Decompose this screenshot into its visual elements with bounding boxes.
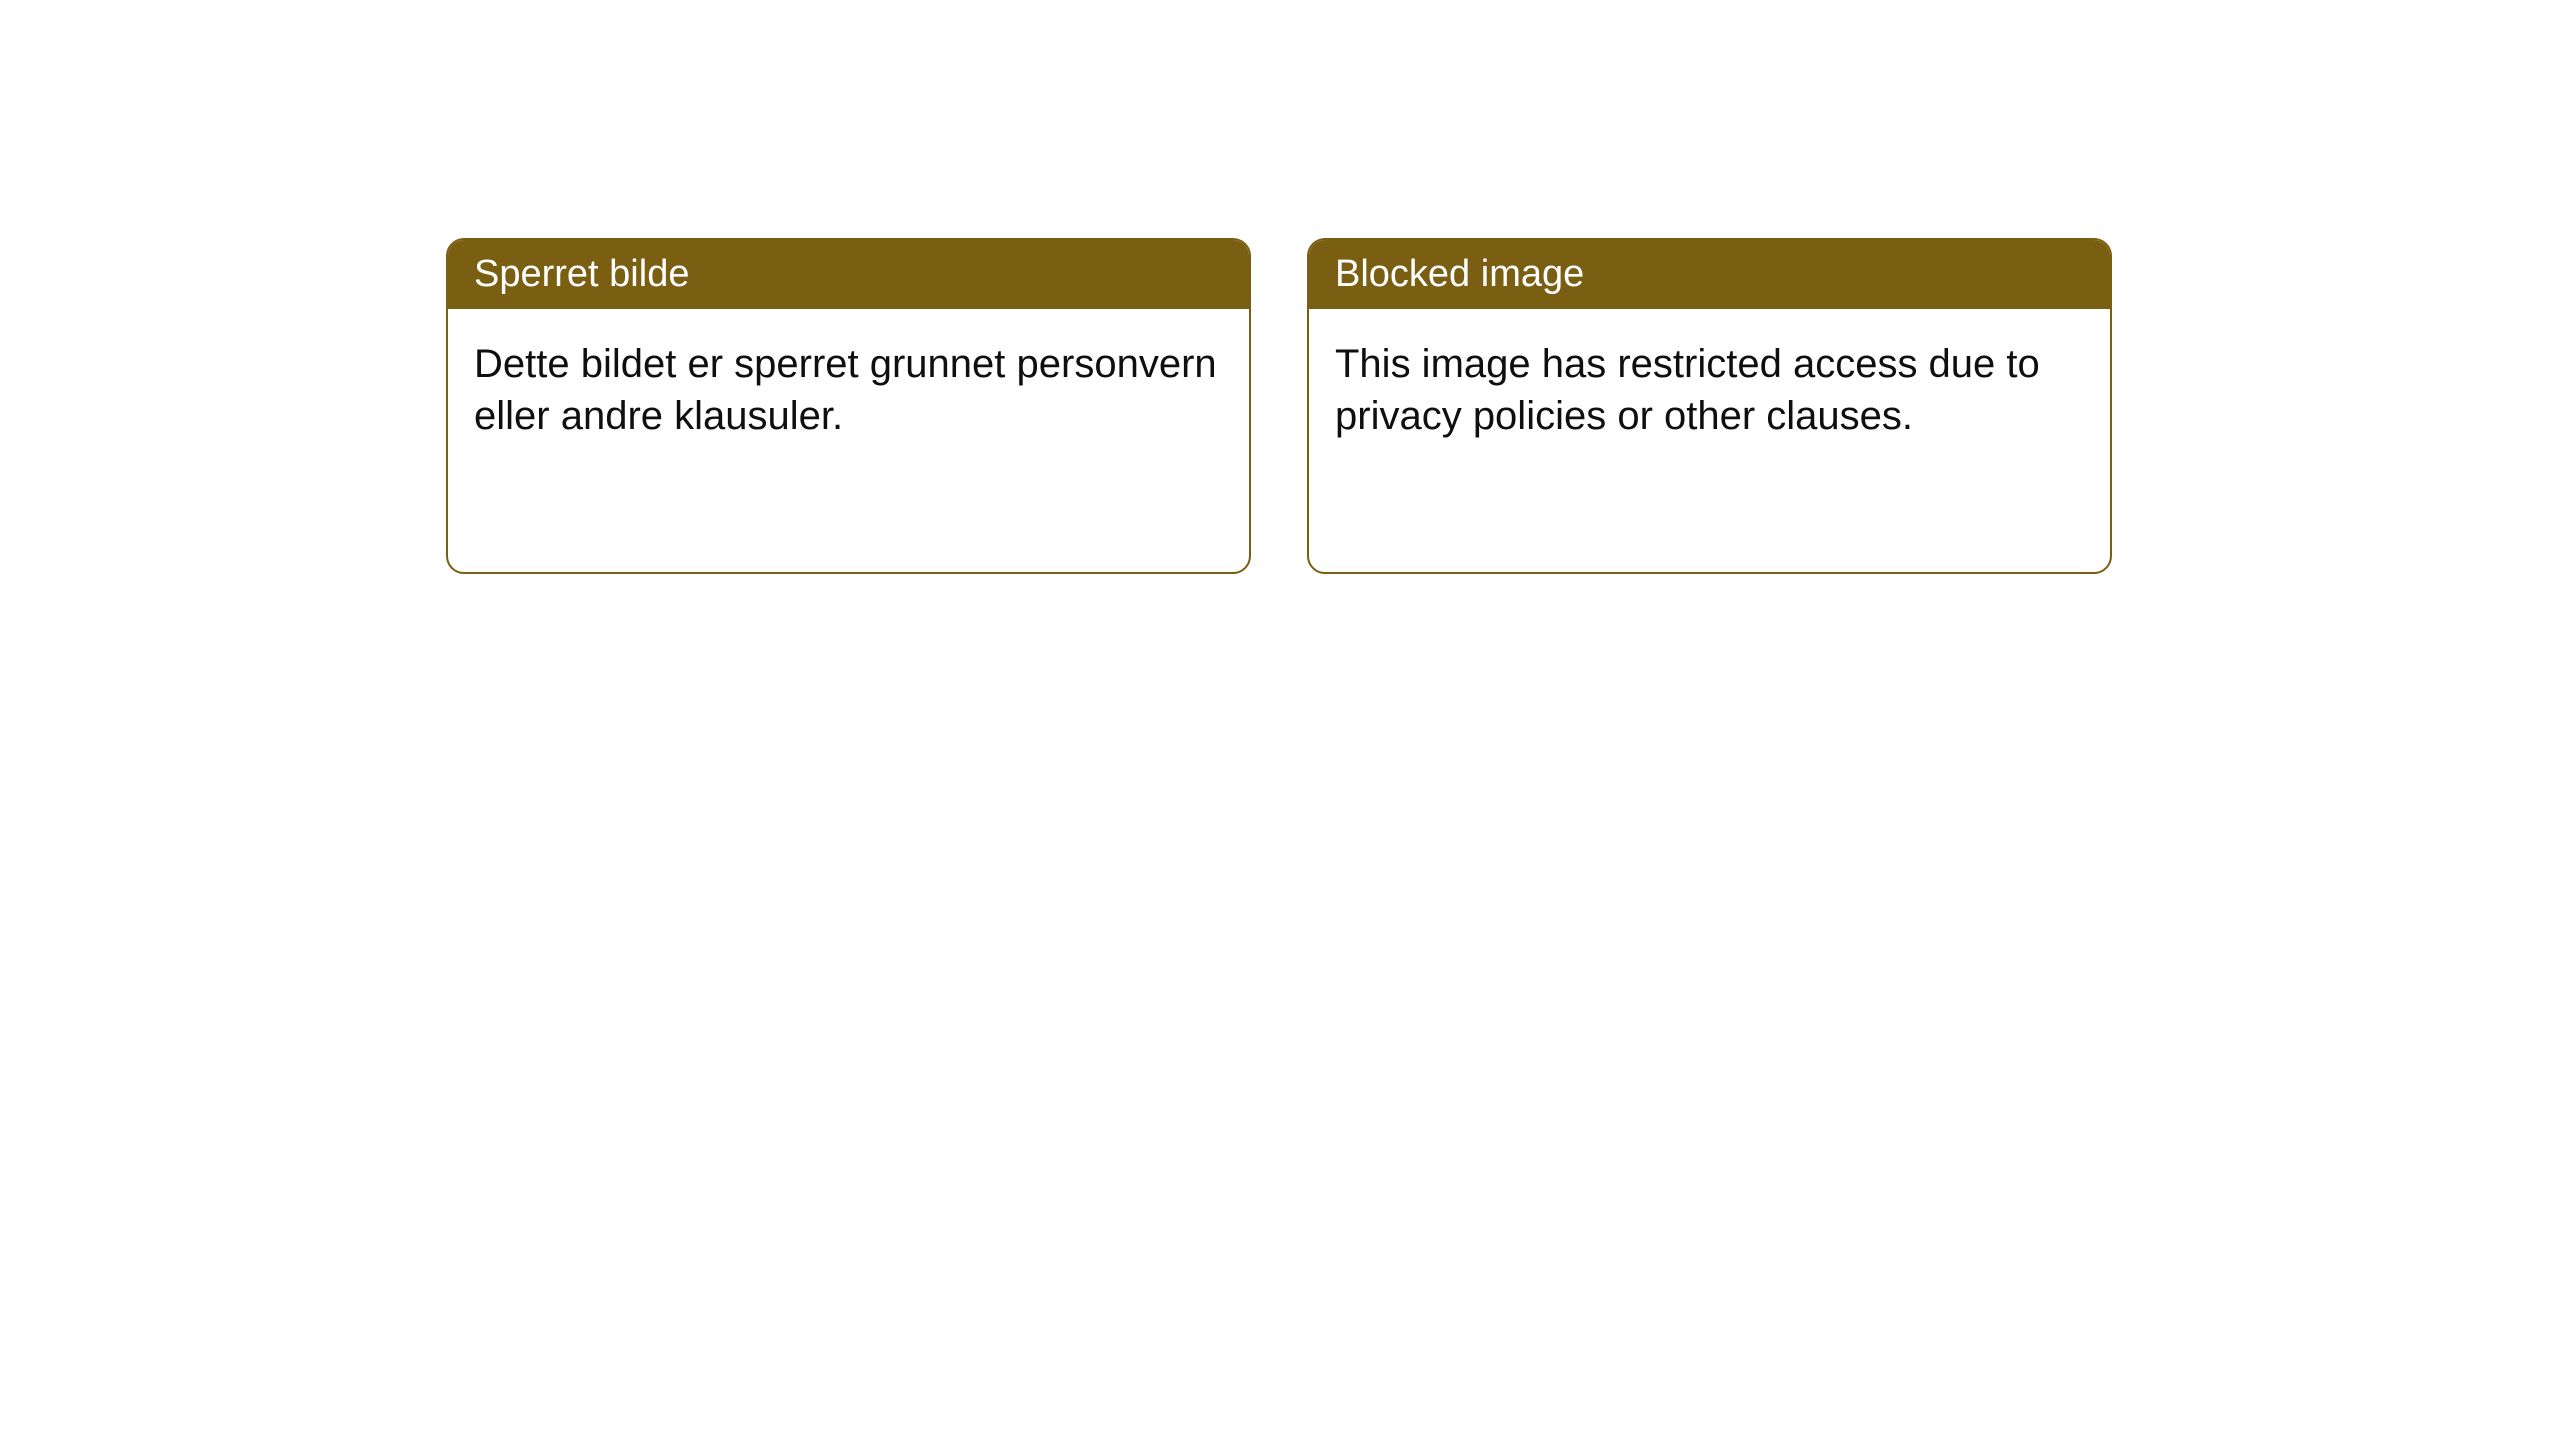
notice-body: This image has restricted access due to … — [1309, 309, 2110, 467]
notice-body: Dette bildet er sperret grunnet personve… — [448, 309, 1249, 467]
notice-title: Sperret bilde — [448, 240, 1249, 309]
notice-card-norwegian: Sperret bilde Dette bildet er sperret gr… — [446, 238, 1251, 574]
notice-container: Sperret bilde Dette bildet er sperret gr… — [0, 0, 2560, 574]
notice-title: Blocked image — [1309, 240, 2110, 309]
notice-card-english: Blocked image This image has restricted … — [1307, 238, 2112, 574]
